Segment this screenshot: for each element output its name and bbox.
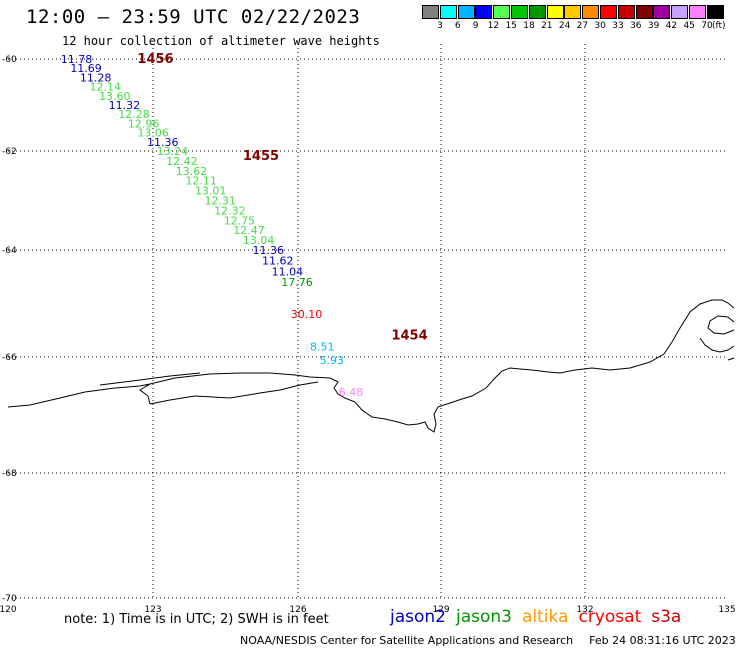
legend-swatch [671, 5, 689, 19]
legend-swatch [653, 5, 671, 19]
legend-label: 21 [541, 21, 553, 31]
satellite-jason3: jason3 [456, 607, 512, 627]
legend-label: 9 [472, 21, 479, 31]
legend-label: 27 [576, 21, 589, 31]
wave-height-value: 12.96 [128, 117, 160, 130]
antarctic-coastline [7, 299, 735, 433]
wave-height-value: 12.28 [118, 108, 150, 121]
wave-height-value: 11.36 [252, 244, 284, 257]
latitude-label: -60 [2, 55, 17, 65]
credit-line: NOAA/NESDIS Center for Satellite Applica… [240, 634, 736, 647]
observation-layer: 11.7811.6911.2812.1413.6011.3212.2812.96… [61, 53, 364, 399]
wave-height-value: 13.24 [157, 145, 189, 158]
wave-height-value: 12.75 [224, 214, 256, 227]
latitude-label: -68 [2, 469, 17, 479]
wave-height-value: 13.06 [137, 127, 169, 140]
axis-tick-labels: 120 123 126 129 132 135 -60 -62 -64 -66 -68 -70 [0, 55, 736, 615]
wave-height-value: 12.42 [166, 155, 198, 168]
wave-height-value: 6.48 [339, 386, 364, 399]
wave-height-value: 11.78 [61, 53, 93, 66]
wave-height-value: 11.36 [147, 136, 179, 149]
map-title: 12:00 — 23:59 UTC 02/22/2023 [26, 6, 361, 28]
pass-number-label: 1456 [137, 52, 173, 67]
wave-height-value: 12.14 [89, 81, 121, 94]
wave-height-value: 11.62 [262, 255, 294, 268]
legend-swatch [457, 5, 475, 19]
longitude-label: 120 [0, 605, 17, 615]
wave-height-value: 12.47 [233, 224, 265, 237]
legend-swatch [600, 5, 617, 19]
latitude-label: -70 [2, 594, 17, 604]
satellite-jason2: jason2 [390, 607, 446, 627]
latitude-label: -64 [2, 246, 17, 256]
generated-timestamp: Feb 24 08:31:16 UTC 2023 [589, 634, 736, 647]
legend-label: 39 [647, 21, 660, 31]
legend-unit: (ft) [712, 21, 726, 31]
wave-height-value: 13.60 [99, 90, 131, 103]
wave-height-value: 12.31 [205, 195, 237, 208]
legend-label: 18 [523, 21, 535, 31]
longitude-label: 123 [144, 605, 161, 615]
satellite-key: jason2 jason3 altika cryosat s3a [390, 607, 691, 627]
legend-swatch [617, 5, 635, 19]
legend-swatch [511, 5, 528, 19]
credit-text: NOAA/NESDIS Center for Satellite Applica… [240, 634, 574, 647]
satellite-altika: altika [522, 607, 569, 627]
footnote: note: 1) Time is in UTC; 2) SWH is in fe… [64, 612, 329, 627]
longitude-label: 132 [576, 605, 593, 615]
legend-label: 3 [437, 21, 443, 31]
wave-height-value: 5.93 [320, 354, 345, 367]
legend-label: 42 [665, 21, 678, 31]
legend-swatch [706, 5, 724, 19]
legend-swatch [564, 5, 582, 19]
legend-swatch [635, 5, 653, 19]
legend-swatch [439, 5, 457, 19]
wave-height-value: 13.62 [176, 165, 208, 178]
latitude-label: -66 [2, 353, 17, 363]
legend-label: 70 [701, 21, 713, 31]
wave-height-value: 11.04 [272, 265, 304, 278]
legend-swatch [422, 5, 439, 19]
legend-swatch [493, 5, 511, 19]
map-gridlines [8, 44, 727, 599]
legend-swatch [582, 5, 600, 19]
wave-height-value: 30.10 [291, 308, 323, 321]
legend-label: 36 [630, 21, 642, 31]
pass-number-label: 1455 [243, 149, 279, 164]
legend-swatch [475, 5, 493, 19]
wave-height-value: 12.11 [185, 175, 217, 188]
longitude-label: 126 [289, 605, 306, 615]
longitude-label: 135 [718, 605, 735, 615]
pass-number-layer: 1456 1455 1454 [137, 52, 427, 344]
wave-height-value: 11.28 [80, 71, 112, 84]
wave-height-value: 12.32 [214, 204, 246, 217]
legend-label: 6 [454, 21, 461, 31]
legend-label: 30 [594, 21, 606, 31]
longitude-label: 129 [432, 605, 449, 615]
latitude-label: -62 [2, 147, 17, 157]
legend-swatch [528, 5, 546, 19]
legend-label: 24 [558, 21, 571, 31]
satellite-s3a: s3a [651, 607, 682, 627]
legend-swatch [546, 5, 564, 19]
wave-height-value: 17.76 [281, 276, 313, 289]
legend-label: 15 [505, 21, 517, 31]
wave-height-value: 13.04 [243, 234, 275, 247]
wave-height-value: 11.69 [70, 62, 102, 75]
legend-label: 45 [683, 21, 695, 31]
wave-height-value: 11.32 [109, 99, 141, 112]
satellite-cryosat: cryosat [578, 607, 642, 627]
legend-label: 33 [612, 21, 624, 31]
wave-height-value: 13.01 [195, 185, 227, 198]
wave-height-value: 8.51 [310, 340, 335, 353]
pass-number-label: 1454 [391, 329, 427, 344]
legend-label: 12 [487, 21, 500, 31]
legend-swatch [689, 5, 706, 19]
map-subtitle: 12 hour collection of altimeter wave hei… [62, 34, 380, 48]
